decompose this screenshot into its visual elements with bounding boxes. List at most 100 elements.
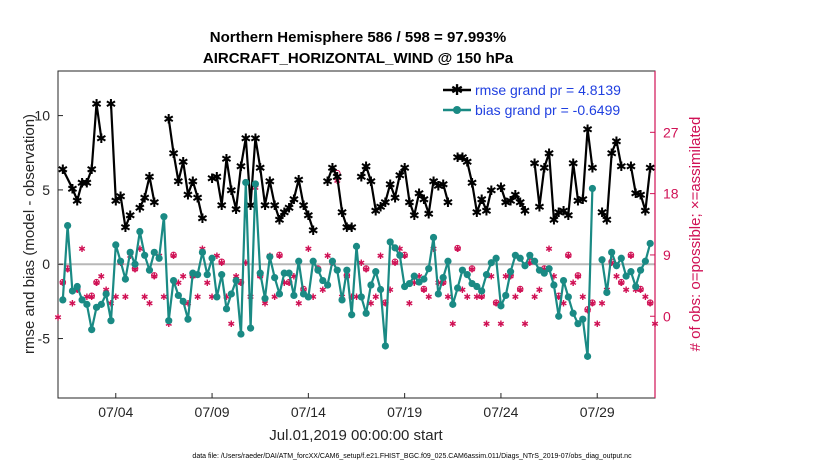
y-tick-label: -5 [38, 331, 51, 347]
bias-point [564, 293, 572, 301]
rmse-series-line [601, 139, 623, 221]
rmse-point: ✱ [438, 178, 449, 193]
rmse-point: ✱ [284, 202, 295, 217]
bias-point [449, 300, 457, 308]
x-tick-label: 07/04 [98, 404, 133, 420]
bias-point [463, 271, 471, 279]
bias-point [559, 276, 568, 285]
obs-possible-marker [617, 278, 625, 286]
bias-point [169, 276, 178, 285]
obs-assimilated-marker: ✱ [483, 320, 491, 330]
rmse-point: ✱ [86, 163, 97, 178]
obs-possible-marker [218, 258, 225, 266]
bias-point [603, 288, 611, 297]
rmse-point: ✱ [462, 156, 473, 171]
bias-point [583, 352, 592, 360]
rmse-point: ✱ [409, 209, 420, 224]
rmse-point: ✱ [500, 196, 511, 211]
obs-assimilated-marker: ✱ [112, 293, 120, 303]
rmse-point: ✱ [601, 214, 612, 229]
obs-assimilated-marker: ✱ [78, 245, 86, 255]
rmse-series-line [167, 118, 204, 219]
rmse-point: ✱ [457, 151, 468, 166]
obs-assimilated-marker: ✱ [353, 293, 361, 303]
bias-point [266, 253, 274, 261]
rmse-point: ✱ [106, 98, 117, 113]
obs-assimilated-marker: ✱ [613, 272, 621, 282]
x-tick-label: 07/09 [195, 404, 230, 420]
obs-assimilated-marker: ✱ [459, 286, 467, 296]
rmse-point: ✱ [264, 175, 275, 190]
rmse-point: ✱ [337, 206, 348, 221]
rmse-point: ✱ [178, 156, 189, 171]
bias-point [333, 266, 341, 274]
bias-point [222, 305, 231, 313]
rmse-point: ✱ [515, 196, 526, 211]
rmse-point: ✱ [544, 147, 555, 162]
bias-point [174, 291, 182, 300]
rmse-point: ✱ [510, 188, 521, 203]
obs-assimilated-marker: ✱ [305, 245, 313, 255]
bias-point [271, 274, 279, 282]
bias-point [232, 276, 240, 285]
rmse-point: ✱ [529, 157, 540, 172]
rmse-point: ✱ [380, 196, 391, 211]
obs-assimilated-marker: ✱ [382, 300, 390, 310]
bias-point [444, 257, 452, 265]
y2-tick-label: 9 [663, 247, 671, 263]
rmse-point: ✱ [235, 160, 246, 175]
bias-point [131, 260, 139, 268]
rmse-point: ✱ [645, 162, 656, 177]
bias-point [367, 281, 375, 289]
bias-point [405, 279, 414, 288]
rmse-point: ✱ [568, 157, 579, 172]
rmse-point: ✱ [163, 113, 174, 128]
rmse-point: ✱ [322, 175, 333, 190]
obs-assimilated-marker: ✱ [228, 320, 236, 330]
obs-assimilated-marker: ✱ [348, 293, 356, 303]
obs-assimilated-marker: ✱ [425, 293, 433, 303]
legend-rmse-marker: ✱ [451, 81, 464, 99]
obs-assimilated-marker: ✱ [88, 293, 96, 303]
x-tick-label: 07/29 [580, 404, 615, 420]
rmse-point: ✱ [110, 194, 121, 209]
rmse-point: ✱ [534, 200, 545, 215]
obs-assimilated-marker: ✱ [608, 259, 616, 269]
rmse-point: ✱ [120, 221, 131, 236]
footer-data-file: data file: /Users/raeder/DAI/ATM_forcXX/… [192, 453, 632, 460]
bias-point [112, 241, 120, 249]
rmse-point: ✱ [327, 162, 338, 177]
obs-assimilated-marker: ✱ [237, 279, 245, 289]
rmse-point: ✱ [221, 153, 232, 168]
rmse-point: ✱ [606, 147, 617, 162]
bias-point [88, 326, 96, 334]
rmse-point: ✱ [640, 205, 651, 220]
bias-point [314, 266, 322, 274]
rmse-series-line [211, 136, 315, 231]
rmse-point: ✱ [414, 187, 425, 202]
rmse-point: ✱ [139, 191, 150, 206]
bias-point [73, 282, 81, 291]
bias-point [439, 274, 447, 282]
obs-assimilated-marker: ✱ [362, 266, 370, 276]
legend-bias-label: bias grand pr = -0.6499 [475, 102, 620, 118]
rmse-point: ✱ [433, 179, 444, 194]
bias-point [410, 272, 418, 280]
rmse-series-line [360, 165, 450, 217]
bias-point [194, 271, 202, 279]
bias-point [540, 269, 548, 277]
x-tick-label: 07/19 [387, 404, 422, 420]
bias-point [478, 287, 486, 295]
bias-point [218, 271, 226, 279]
bias-point [482, 271, 491, 279]
rmse-point: ✱ [279, 206, 290, 221]
bias-point [632, 282, 640, 291]
bias-point [237, 330, 245, 338]
obs-possible-marker [492, 299, 500, 306]
rmse-point: ✱ [486, 184, 497, 199]
rmse-point: ✱ [81, 176, 92, 191]
rmse-point: ✱ [226, 184, 237, 199]
obs-assimilated-marker: ✱ [555, 293, 563, 303]
obs-assimilated-marker: ✱ [136, 245, 144, 255]
obs-assimilated-marker: ✱ [146, 300, 154, 310]
